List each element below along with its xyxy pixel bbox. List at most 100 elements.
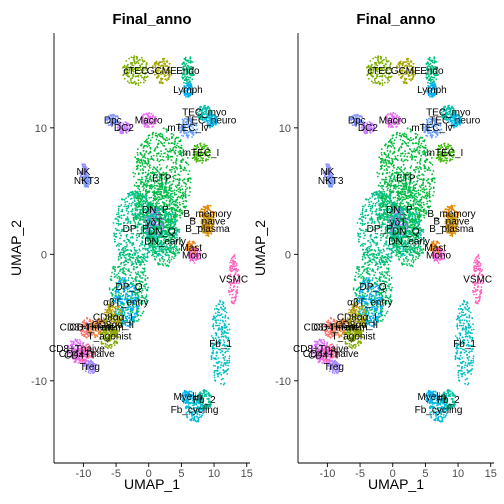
cell-point bbox=[189, 191, 191, 193]
cell-point bbox=[136, 167, 139, 170]
cell-point bbox=[188, 186, 191, 189]
cell-point bbox=[135, 263, 138, 266]
cell-point bbox=[107, 345, 110, 347]
cell-point bbox=[171, 168, 173, 171]
cell-point bbox=[232, 289, 235, 291]
cell-point bbox=[124, 66, 126, 68]
cell-point bbox=[141, 156, 144, 159]
cell-point bbox=[117, 266, 119, 268]
cell-point bbox=[163, 152, 166, 155]
cell-point bbox=[157, 262, 159, 264]
cell-point bbox=[139, 151, 142, 154]
cell-point bbox=[81, 163, 84, 166]
cell-point bbox=[143, 255, 145, 258]
cell-point bbox=[230, 270, 233, 273]
cell-point bbox=[142, 69, 145, 72]
cell-point bbox=[182, 62, 184, 65]
panel-title: Final_anno bbox=[112, 11, 191, 28]
cell-point bbox=[177, 173, 180, 176]
cell-point bbox=[189, 61, 192, 64]
cell-point bbox=[122, 214, 125, 217]
cell-point bbox=[136, 161, 138, 164]
cell-point bbox=[168, 142, 170, 145]
cell-point bbox=[128, 75, 130, 78]
cell-point bbox=[154, 134, 157, 137]
cluster-cells-0 bbox=[122, 55, 149, 86]
cell-point bbox=[132, 216, 135, 219]
cell-point bbox=[128, 202, 131, 205]
cell-point bbox=[149, 166, 151, 169]
cell-point bbox=[133, 55, 136, 58]
cell-point bbox=[130, 197, 133, 200]
cell-point bbox=[174, 204, 177, 207]
cell-point bbox=[142, 77, 145, 79]
cell-point bbox=[176, 155, 179, 157]
cell-point bbox=[187, 68, 189, 71]
cell-point bbox=[189, 86, 192, 88]
cell-point bbox=[127, 206, 130, 209]
cell-point bbox=[187, 76, 190, 79]
cell-point bbox=[157, 76, 160, 78]
cell-point bbox=[154, 147, 157, 150]
cell-point bbox=[114, 218, 117, 220]
cell-point bbox=[127, 71, 130, 74]
cell-point bbox=[175, 159, 178, 162]
cell-point bbox=[176, 252, 179, 254]
cluster-cells-1 bbox=[151, 57, 173, 85]
cell-point bbox=[123, 198, 126, 201]
cell-point bbox=[133, 175, 135, 178]
cell-point bbox=[135, 214, 138, 217]
cell-point bbox=[159, 135, 162, 138]
cell-point bbox=[135, 181, 138, 184]
cell-point bbox=[187, 163, 190, 166]
cell-point bbox=[172, 213, 174, 216]
cell-point bbox=[151, 116, 154, 118]
cell-point bbox=[161, 142, 164, 145]
cell-point bbox=[123, 240, 125, 242]
cell-point bbox=[143, 144, 146, 147]
cell-point bbox=[123, 205, 126, 208]
cell-point bbox=[136, 154, 139, 156]
cell-point bbox=[168, 256, 171, 259]
cell-point bbox=[133, 220, 136, 223]
cell-point bbox=[148, 187, 151, 190]
cell-point bbox=[151, 254, 153, 257]
cell-point bbox=[143, 253, 146, 255]
cell-point bbox=[230, 261, 233, 264]
cell-point bbox=[184, 69, 186, 71]
cell-point bbox=[166, 78, 169, 80]
cell-point bbox=[122, 66, 124, 69]
cell-point bbox=[141, 176, 143, 179]
cell-point bbox=[165, 65, 168, 67]
cell-point bbox=[121, 253, 124, 256]
cell-point bbox=[147, 169, 150, 172]
cell-point bbox=[117, 248, 120, 251]
cell-point bbox=[136, 312, 138, 315]
cell-point bbox=[127, 218, 130, 221]
cell-point bbox=[152, 197, 155, 200]
cell-point bbox=[110, 345, 113, 348]
cell-point bbox=[133, 313, 136, 315]
cell-point bbox=[86, 317, 89, 320]
cell-point bbox=[144, 67, 147, 70]
cell-point bbox=[141, 193, 144, 196]
cell-point bbox=[162, 260, 165, 263]
cell-point bbox=[137, 178, 140, 181]
cell-point bbox=[146, 120, 149, 123]
cell-point bbox=[143, 258, 146, 260]
cell-point bbox=[126, 200, 129, 203]
cell-point bbox=[119, 277, 121, 280]
cell-point bbox=[110, 279, 113, 282]
cell-point bbox=[110, 292, 113, 295]
cell-point bbox=[169, 213, 171, 216]
cell-point bbox=[176, 206, 179, 209]
cell-point bbox=[186, 75, 189, 78]
cell-point bbox=[153, 63, 156, 66]
cell-point bbox=[126, 244, 129, 246]
cell-point bbox=[106, 121, 109, 124]
cell-point bbox=[112, 267, 114, 270]
cell-point bbox=[141, 181, 144, 184]
cell-point bbox=[159, 132, 162, 135]
cell-point bbox=[230, 288, 233, 291]
cell-point bbox=[165, 196, 167, 199]
